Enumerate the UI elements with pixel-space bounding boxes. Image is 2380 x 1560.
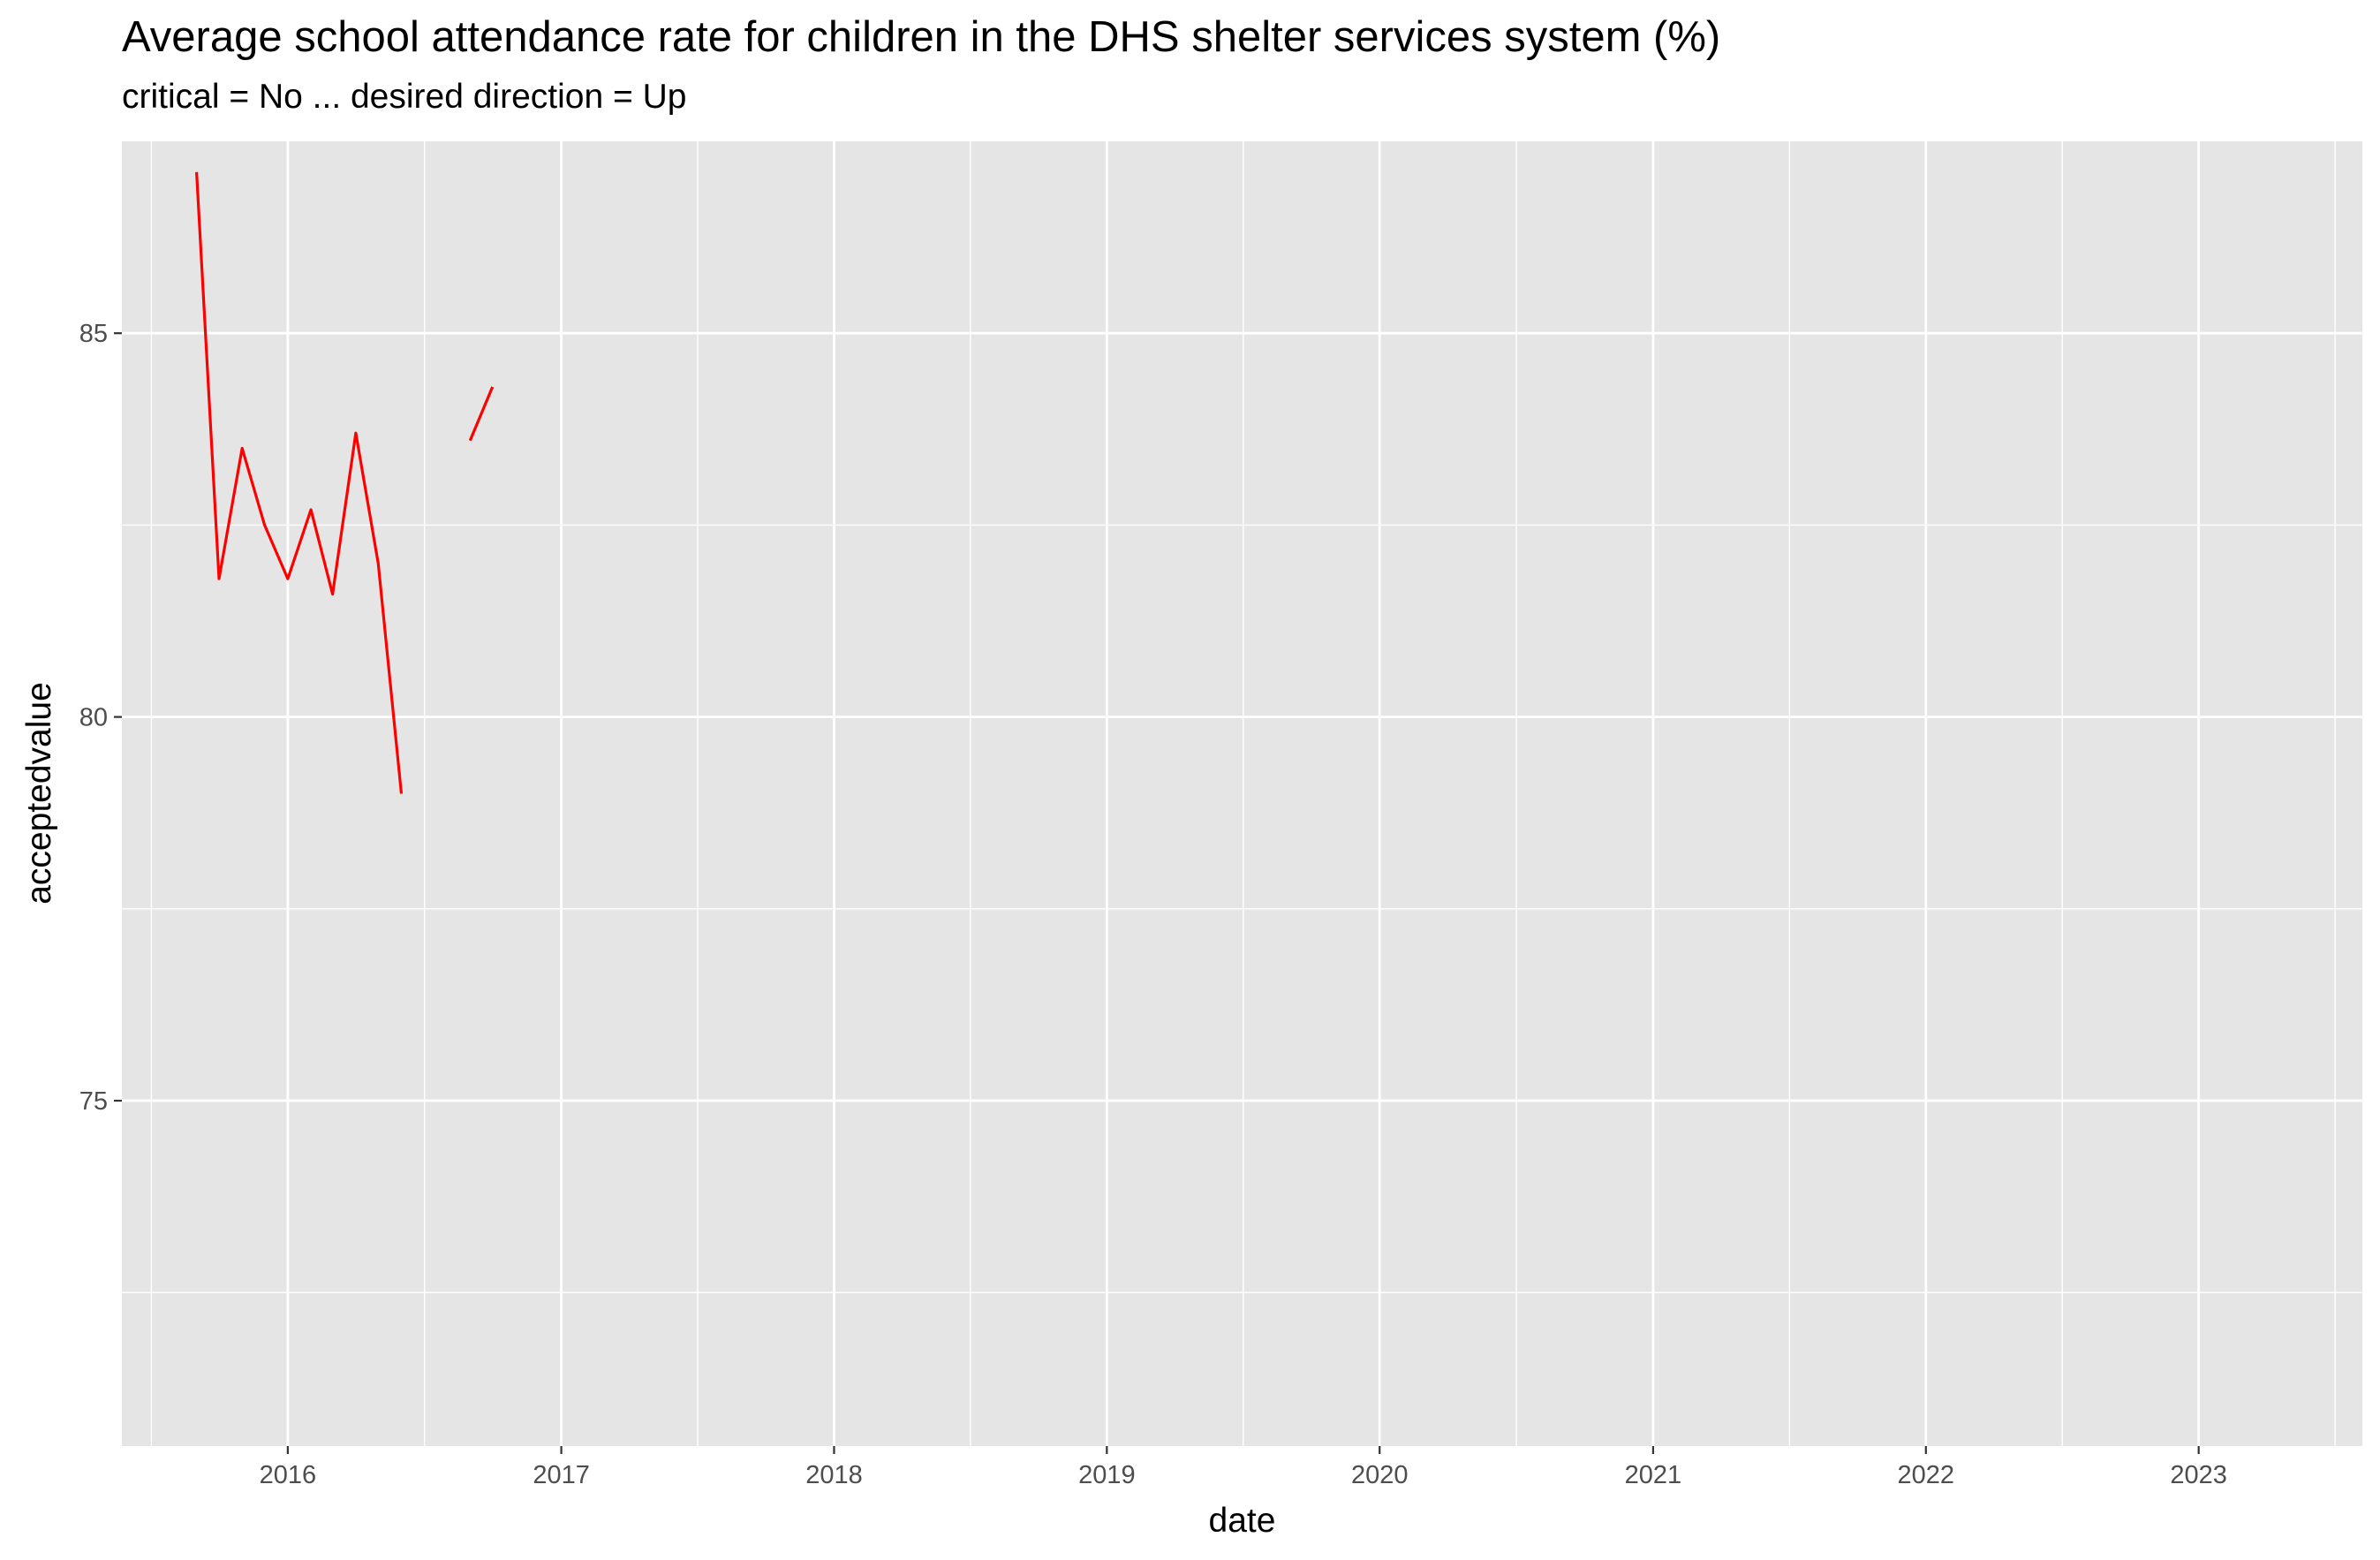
y-axis: 75 80 85 <box>79 320 122 1116</box>
x-tick-label: 2022 <box>1898 1461 1955 1489</box>
major-gridlines <box>122 141 2362 1446</box>
x-tick-label: 2020 <box>1351 1461 1409 1489</box>
data-series <box>195 171 495 794</box>
series-line-segment <box>468 386 495 442</box>
x-tick-label: 2016 <box>260 1461 317 1489</box>
y-tick-label: 85 <box>79 320 108 348</box>
y-tick-label: 80 <box>79 704 108 732</box>
y-tick-label: 75 <box>79 1087 108 1116</box>
y-axis-title: acceptedvalue <box>20 682 58 905</box>
chart-subtitle: critical = No ... desired direction = Up <box>122 78 687 116</box>
x-tick-label: 2017 <box>533 1461 590 1489</box>
x-tick-label: 2021 <box>1625 1461 1682 1489</box>
series-line-segment <box>195 171 404 794</box>
chart-title: Average school attendance rate for child… <box>122 13 1721 61</box>
x-tick-label: 2019 <box>1078 1461 1136 1489</box>
x-tick-label: 2018 <box>805 1461 863 1489</box>
x-axis: 2016 2017 2018 2019 2020 2021 2022 2023 <box>260 1446 2227 1489</box>
x-tick-label: 2023 <box>2170 1461 2227 1489</box>
plot-panel <box>122 141 2362 1446</box>
minor-gridlines <box>122 141 2362 1446</box>
x-axis-title: date <box>1209 1502 1276 1540</box>
